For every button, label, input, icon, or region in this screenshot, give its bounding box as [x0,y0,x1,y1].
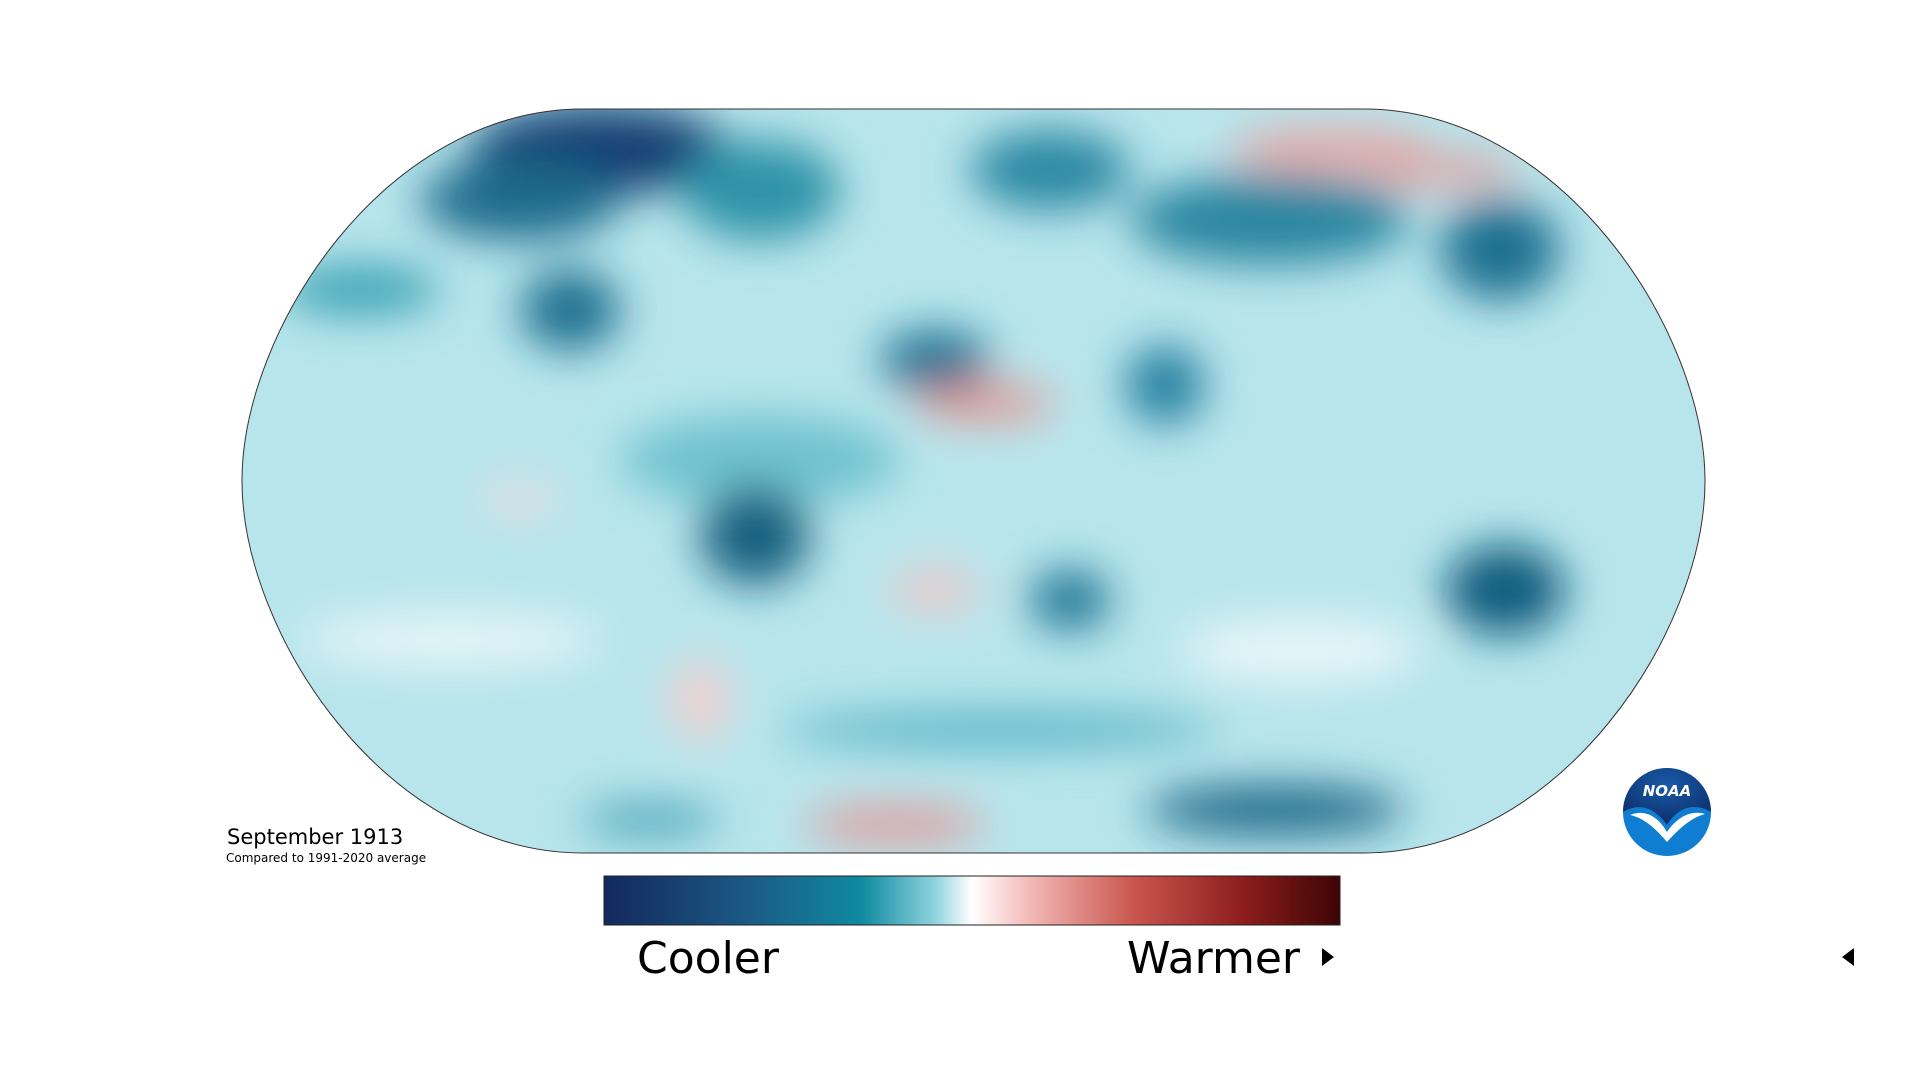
noaa-logo: NOAA [1623,768,1711,856]
legend-high-label: Warmer [1127,933,1301,984]
map-field [242,109,1705,853]
logo-text: NOAA [1643,782,1692,800]
color-bar [603,875,1341,926]
map-title: September 1913 [227,825,403,849]
legend-low-label: Cooler [637,933,780,984]
map-subtitle: Compared to 1991-2020 average [226,851,426,865]
map-border [241,108,1706,854]
cooler-arrow [1842,948,1854,966]
anomaly-blobs [280,109,1565,843]
warmer-arrow [1322,948,1334,966]
